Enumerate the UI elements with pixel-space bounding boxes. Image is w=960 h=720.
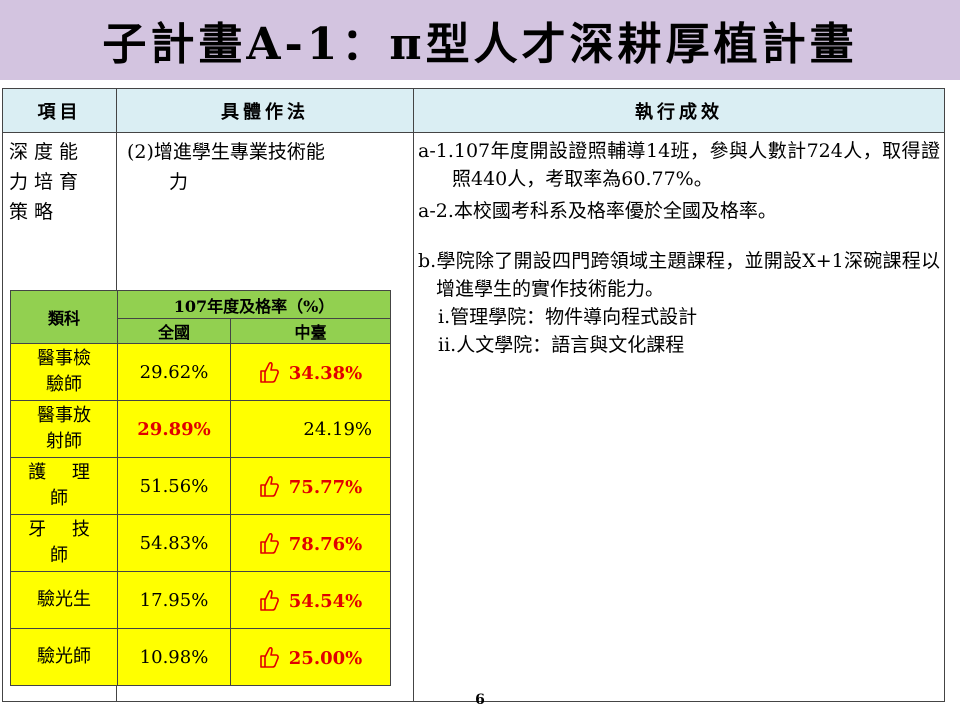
result-b-i: i.管理學院：物件導向程式設計 — [438, 306, 698, 328]
stats-category-line: 護 理 — [28, 462, 100, 483]
stats-header-school: 中臺 — [229, 318, 392, 344]
stats-category-line: 驗光師 — [37, 646, 91, 667]
result-b-ii: ii.人文學院：語言與文化課程 — [438, 334, 685, 356]
stats-row: 醫事放 射師 29.89% 24.19% — [10, 400, 392, 458]
stats-header-national: 全國 — [117, 318, 231, 344]
stats-category: 驗光師 — [10, 628, 118, 686]
stats-school-rate: 34.38% — [229, 343, 392, 401]
stats-category-line: 師 — [50, 545, 78, 566]
stats-category-line: 醫事檢 — [37, 348, 91, 369]
stats-category: 護 理師 — [10, 457, 118, 515]
thumbs-up-icon — [259, 589, 279, 611]
stats-school-rate: 78.76% — [229, 514, 392, 572]
category-line: 深度能 — [9, 141, 85, 163]
stats-school-value: 25.00% — [288, 647, 363, 669]
stats-school-rate: 75.77% — [229, 457, 392, 515]
category-line: 策略 — [9, 201, 60, 223]
category-line: 力培育 — [9, 171, 85, 193]
stats-national-rate: 29.62% — [117, 343, 231, 401]
result-cell: a-1.107年度開設證照輔導14班，參與人數計724人，取得證照440人，考取… — [413, 132, 945, 702]
stats-school-value: 34.38% — [288, 362, 363, 384]
stats-category: 牙 技師 — [10, 514, 118, 572]
header-item: 項目 — [2, 88, 117, 133]
stats-row: 醫事檢 驗師 29.62% 34.38% — [10, 343, 392, 401]
stats-header-category: 類科 — [10, 290, 118, 344]
stats-national-rate: 54.83% — [117, 514, 231, 572]
header-result: 執行成效 — [413, 88, 945, 133]
pass-rate-table: 類科 107年度及格率（%） 全國 中臺 醫事檢 驗師 29.62% 34.38% 醫事… — [10, 290, 392, 686]
thumbs-up-icon — [259, 532, 279, 554]
result-b: b.學院除了開設四門跨領域主題課程，並開設X+1深碗課程以增進學生的實作技術能力… — [418, 250, 940, 300]
stats-category: 醫事檢 驗師 — [10, 343, 118, 401]
stats-category: 醫事放 射師 — [10, 400, 118, 458]
stats-category-line: 驗師 — [46, 374, 82, 395]
thumbs-up-icon — [259, 475, 279, 497]
stats-school-value: 78.76% — [288, 533, 363, 555]
stats-category-line: 驗光生 — [37, 589, 91, 610]
stats-category-line: 牙 技 — [28, 519, 100, 540]
stats-category: 驗光生 — [10, 571, 118, 629]
stats-national-rate: 29.89% — [117, 400, 231, 458]
stats-row: 護 理師 51.56% 75.77% — [10, 457, 392, 515]
stats-school-value: 54.54% — [288, 590, 363, 612]
title-band — [0, 0, 960, 80]
result-a1: a-1.107年度開設證照輔導14班，參與人數計724人，取得證照440人，考取… — [418, 140, 940, 190]
stats-school-rate: 54.54% — [229, 571, 392, 629]
method-text-cont: 力 — [169, 171, 189, 193]
header-method: 具體作法 — [116, 88, 414, 133]
stats-row: 驗光生 17.95% 54.54% — [10, 571, 392, 629]
stats-school-rate: 25.00% — [229, 628, 392, 686]
stats-category-line: 師 — [50, 488, 78, 509]
stats-national-rate: 10.98% — [117, 628, 231, 686]
method-text: (2)增進學生專業技術能 — [127, 141, 325, 163]
stats-school-rate: 24.19% — [229, 400, 392, 458]
result-a2: a-2.本校國考科系及格率優於全國及格率。 — [418, 200, 777, 222]
stats-category-line: 射師 — [46, 431, 82, 452]
page-number: 6 — [475, 692, 485, 708]
stats-school-value: 75.77% — [288, 476, 363, 498]
stats-header-rate: 107年度及格率（%） — [116, 290, 392, 319]
stats-row: 牙 技師 54.83% 78.76% — [10, 514, 392, 572]
thumbs-up-icon — [259, 361, 279, 383]
stats-school-value: 24.19% — [303, 418, 373, 440]
stats-national-rate: 17.95% — [117, 571, 231, 629]
thumbs-up-icon — [259, 646, 279, 668]
stats-row: 驗光師 10.98% 25.00% — [10, 628, 392, 686]
slide-title: 子計畫A-1：π型人才深耕厚植計畫 — [102, 19, 858, 70]
stats-category-line: 醫事放 — [37, 405, 91, 426]
stats-national-rate: 51.56% — [117, 457, 231, 515]
